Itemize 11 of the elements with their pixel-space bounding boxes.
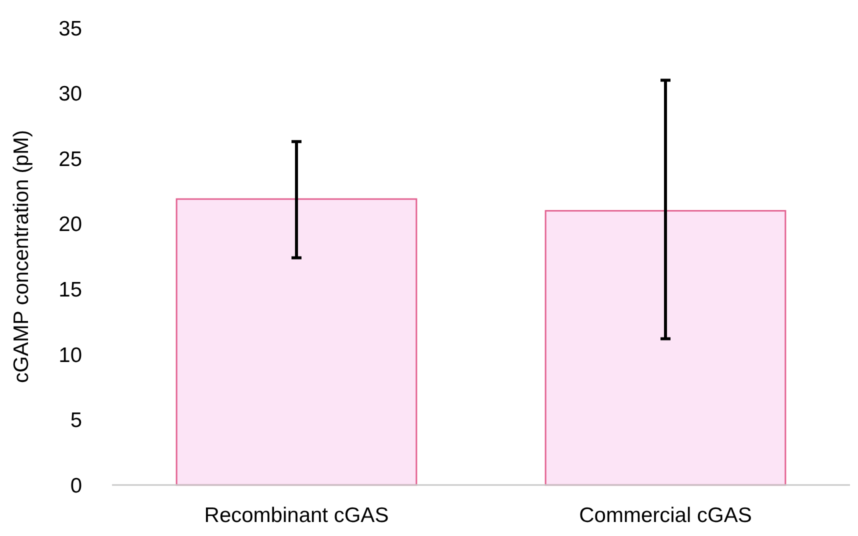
y-tick-label: 5 (70, 409, 82, 432)
y-tick-label: 35 (58, 17, 82, 40)
y-tick-label: 30 (58, 82, 82, 106)
x-tick-label: Recombinant cGAS (204, 504, 389, 527)
y-axis-title: cGAMP concentration (pM) (10, 130, 33, 383)
y-tick-label: 15 (58, 278, 82, 302)
y-tick-label: 20 (58, 213, 82, 236)
y-tick-label: 25 (58, 148, 82, 171)
y-tick-label: 10 (58, 344, 82, 367)
y-tick-label: 0 (70, 474, 82, 498)
x-tick-label: Commercial cGAS (579, 504, 752, 527)
